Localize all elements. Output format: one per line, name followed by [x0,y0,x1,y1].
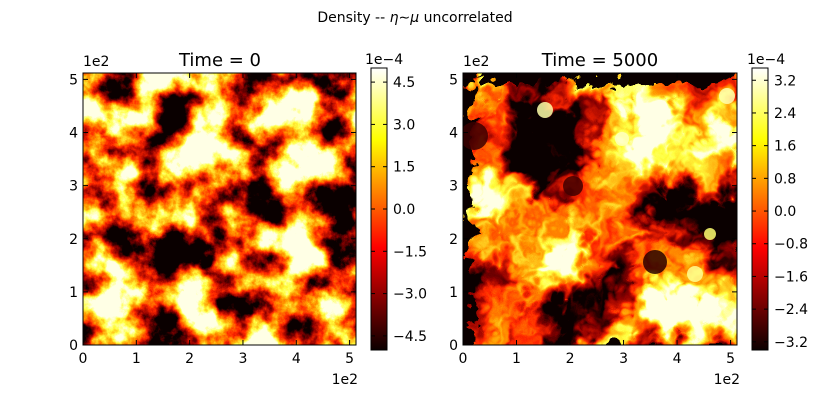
colorbar-offset-label: 1e−4 [747,52,785,68]
colorbar-tick-label: −3.2 [774,335,808,351]
panel-title: Time = 5000 [541,50,658,71]
axis-ticks: 0 1 2 3 4 5 0 1 2 3 4 5 [69,72,356,367]
colorbar [751,67,769,351]
field-feature [704,228,716,240]
heatmap-image [463,73,737,345]
heatmap-image [83,73,356,345]
y-tick-label: 2 [69,232,78,248]
colorbar-tick-label: 2.4 [774,106,796,122]
colorbar-tick-label: 4.5 [393,75,415,91]
axes-frame [82,72,357,346]
y-tick-label: 4 [449,126,458,142]
panel-title: Time = 0 [178,50,261,71]
field-feature [615,132,629,146]
x-tick-label: 4 [292,351,301,367]
colorbar-tick-label: 0.0 [393,202,415,218]
colorbar-tick-label: −3.0 [393,287,427,303]
y-offset-label: 1e2 [83,54,109,70]
x-tick-label: 2 [566,351,575,367]
heatmap-pixels [83,73,356,345]
panel-time-0: Time = 0 1e2 0 1 2 3 4 5 0 1 2 3 4 5 1e2 1e−4 4.5 3.… [69,50,427,388]
colorbar-tick-label: 1.6 [774,139,796,155]
colorbar-tick-label: 3.2 [774,73,796,89]
colorbar-ticks: 4.5 3.0 1.5 0.0 −1.5 −3.0 −4.5 [371,75,427,345]
y-tick-label: 3 [449,179,458,195]
colorbar-ticks: 3.2 2.4 1.6 0.8 0.0 −0.8 −1.6 −2.4 −3.2 [752,73,808,351]
colorbar-tick-label: −1.5 [393,244,427,260]
colorbar-tick-label: 0.8 [774,171,796,187]
field-feature [563,176,583,196]
panel-time-5000: Time = 5000 1e2 0 1 2 3 4 5 0 1 2 3 4 5 1e2 1e−4 3.… [449,50,808,388]
y-tick-label: 0 [449,338,458,354]
figure-suptitle: Density -- η∼μ uncorrelated [317,10,512,26]
field-feature [463,122,488,150]
colorbar-tick-label: 1.5 [393,160,415,176]
x-offset-label: 1e2 [714,372,740,388]
x-tick-label: 0 [459,351,468,367]
x-tick-label: 0 [79,351,88,367]
colorbar-tick-label: −2.4 [774,302,808,318]
axes-frame [462,72,738,346]
colorbar-tick-label: −4.5 [393,329,427,345]
axis-ticks: 0 1 2 3 4 5 0 1 2 3 4 5 [449,72,737,367]
y-tick-label: 1 [449,285,458,301]
y-tick-label: 4 [69,126,78,142]
x-tick-label: 5 [726,351,735,367]
colorbar-tick-label: 3.0 [393,117,415,133]
y-offset-label: 1e2 [463,54,489,70]
x-tick-label: 2 [185,351,194,367]
colorbar-offset-label: 1e−4 [365,52,403,68]
field-feature [687,266,703,282]
heatmap-pixels [463,73,737,345]
x-tick-label: 3 [239,351,248,367]
x-tick-label: 4 [673,351,682,367]
colorbar-tick-label: −0.8 [774,237,808,253]
y-tick-label: 1 [69,285,78,301]
y-tick-label: 5 [449,72,458,88]
y-tick-label: 5 [69,72,78,88]
colorbar-tick-label: 0.0 [774,204,796,220]
x-tick-label: 3 [619,351,628,367]
x-tick-label: 1 [512,351,521,367]
field-feature [537,102,553,118]
y-tick-label: 3 [69,179,78,195]
colorbar-tick-label: −1.6 [774,269,808,285]
y-tick-label: 2 [449,232,458,248]
x-tick-label: 1 [132,351,141,367]
x-offset-label: 1e2 [332,372,358,388]
field-feature [719,88,735,104]
field-feature [643,250,667,274]
x-tick-label: 5 [345,351,354,367]
y-tick-label: 0 [69,338,78,354]
